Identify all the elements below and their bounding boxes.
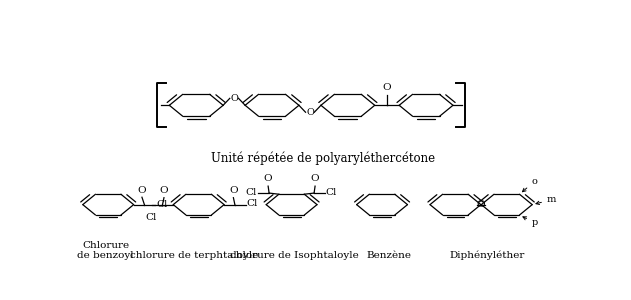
Text: Cl: Cl: [145, 213, 156, 222]
Text: O: O: [159, 186, 168, 195]
Text: Cl: Cl: [247, 199, 258, 208]
Text: m: m: [536, 195, 557, 205]
Text: Chlorure
de benzoyl: Chlorure de benzoyl: [78, 241, 134, 260]
Text: Benzène: Benzène: [367, 251, 412, 260]
Text: chlorure de Isophtaloyle: chlorure de Isophtaloyle: [230, 251, 358, 260]
Text: O: O: [264, 174, 273, 183]
Text: Unité répétée de polyaryléthercétone: Unité répétée de polyaryléthercétone: [211, 152, 435, 165]
Text: O: O: [382, 83, 391, 92]
Text: Cl: Cl: [156, 200, 167, 209]
Text: Cl: Cl: [245, 188, 256, 197]
Text: O: O: [230, 94, 238, 103]
Text: O: O: [230, 186, 239, 195]
Text: chlorure de terphtaloyle: chlorure de terphtaloyle: [129, 251, 258, 260]
Text: O: O: [477, 200, 485, 209]
Text: Cl: Cl: [326, 188, 337, 197]
Text: O: O: [306, 108, 314, 117]
Text: p: p: [523, 217, 538, 227]
Text: O: O: [310, 174, 319, 183]
Text: o: o: [522, 177, 538, 192]
Text: O: O: [138, 186, 146, 195]
Text: Diphényléther: Diphényléther: [449, 250, 525, 260]
